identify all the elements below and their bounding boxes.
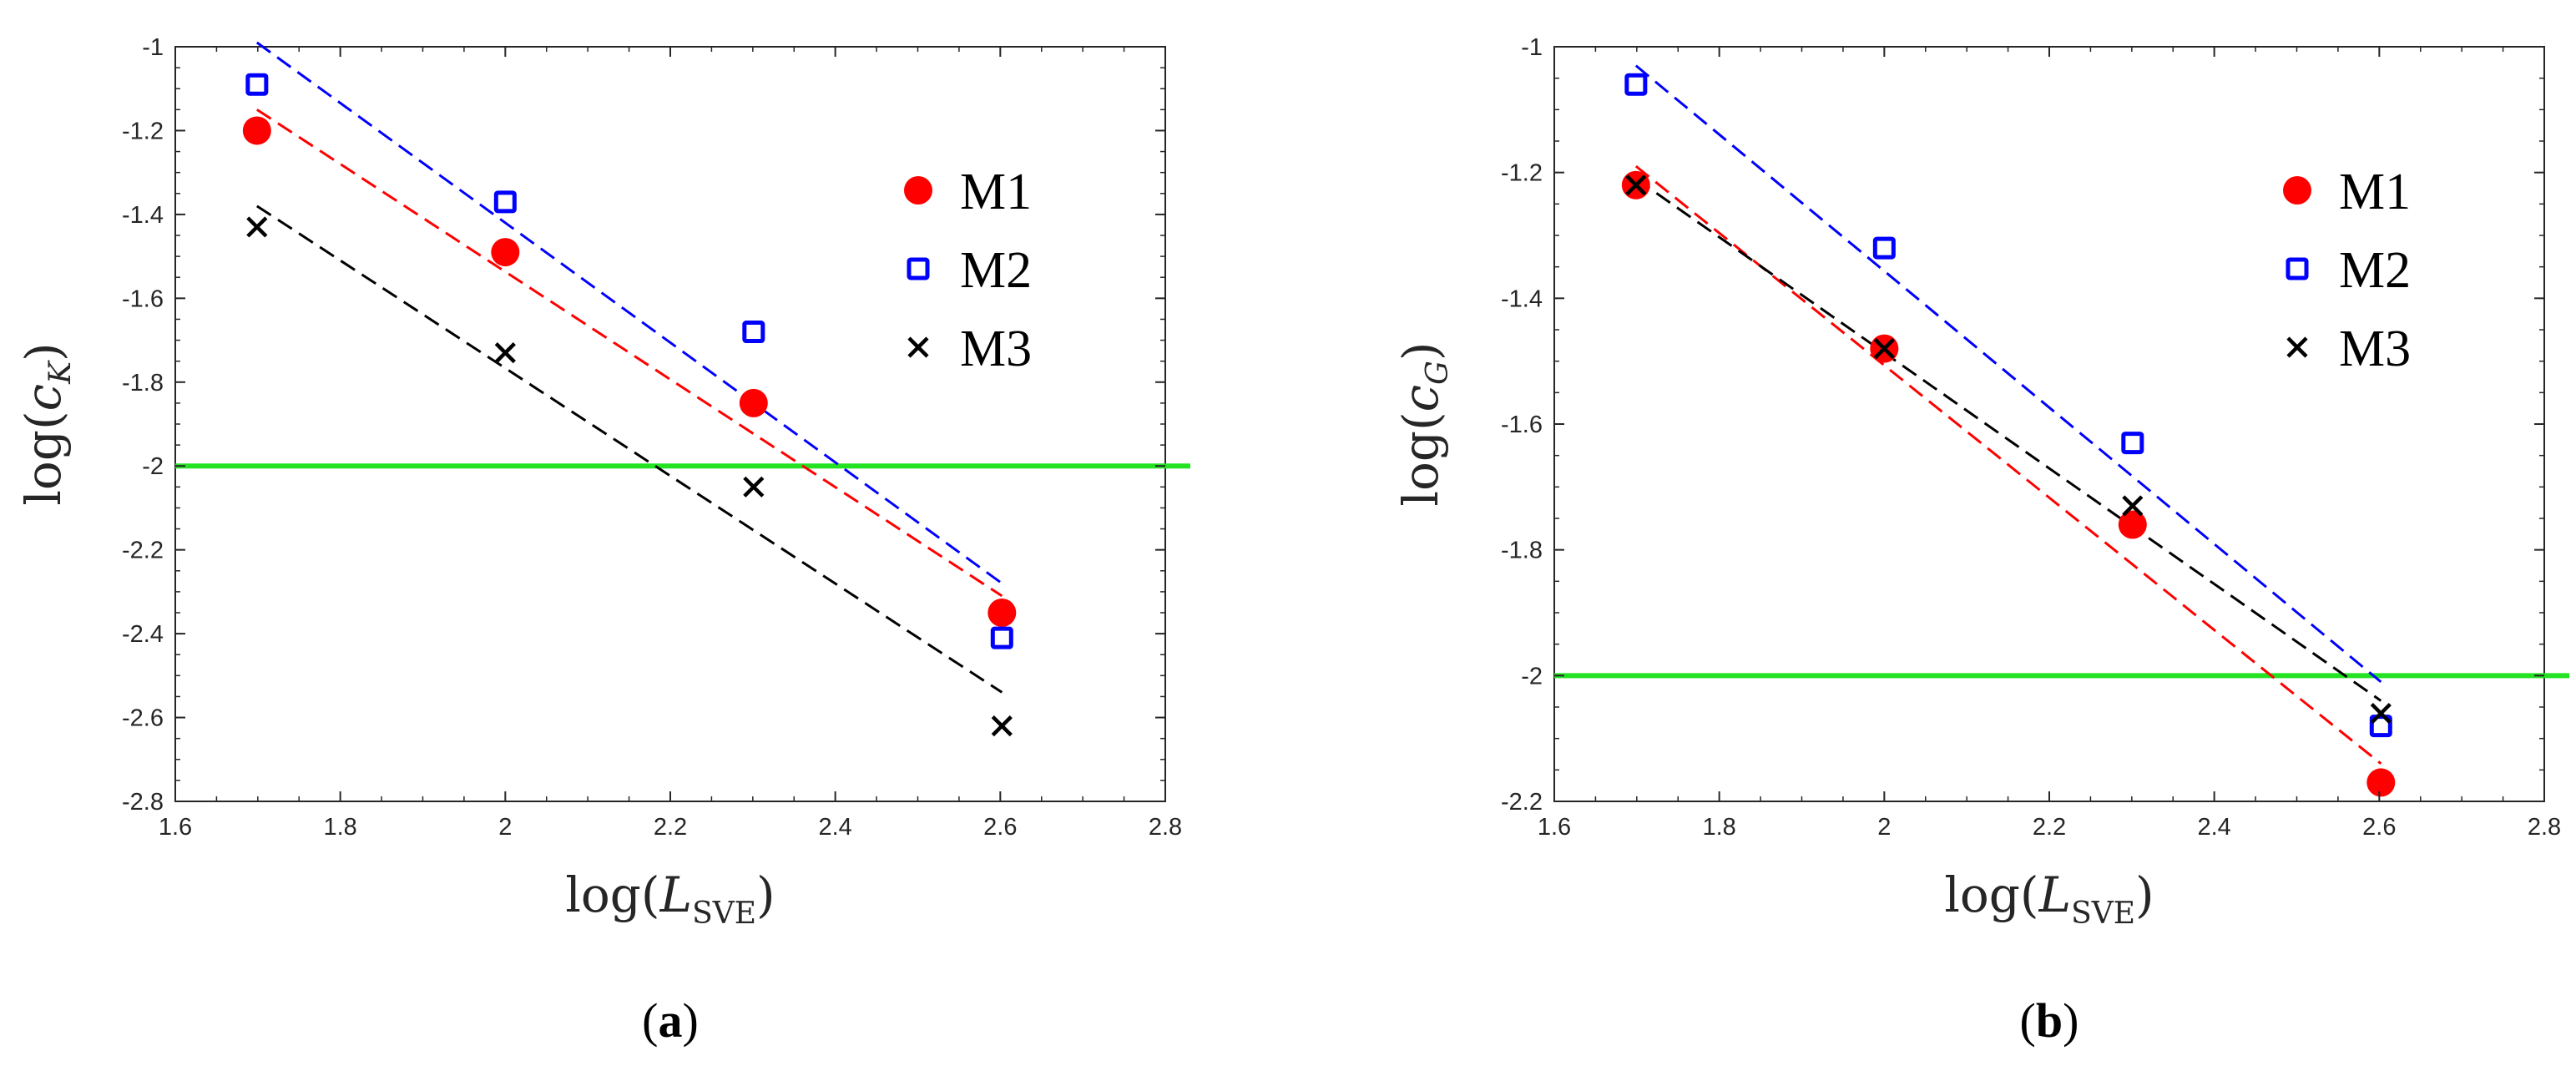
- p0-point-M1-2: [739, 388, 768, 417]
- p1-ytick-label-6: -2.2: [1501, 789, 1543, 816]
- y-axis-label-a: log(cK): [15, 342, 78, 505]
- p1-point-M3-3: [2370, 702, 2392, 725]
- p0-legend-marker-M3: [907, 336, 929, 358]
- p0-point-M2-3: [990, 626, 1013, 649]
- p1-point-M2-0: [1624, 73, 1648, 96]
- p1-point-M2-1: [1872, 236, 1896, 260]
- p0-xtick-label-4: 2.4: [819, 814, 852, 841]
- panel-a: 1.6 1.8 2 2.2 2.4 2.6 2.8 -1 -1.2 -1.4 -1.6 -1.8 -2 -…: [15, 34, 1190, 1048]
- p0-point-M2-0: [245, 73, 269, 96]
- p0-point-M2-2: [742, 321, 765, 344]
- p1-fit-line-M2: [1634, 64, 2382, 684]
- p0-legend-marker-M2: [907, 257, 930, 280]
- p0-fit-line-M1: [256, 109, 1003, 598]
- p0-ytick-label-3: -1.6: [122, 285, 164, 312]
- panel-caption-a: (a): [642, 993, 699, 1048]
- panel-caption-b: (b): [2020, 993, 2079, 1048]
- p0-ytick-label-5: -2: [142, 453, 164, 480]
- p0-xtick-label-5: 2.6: [983, 814, 1017, 841]
- p0-ytick-label-6: -2.2: [122, 538, 164, 564]
- p1-ytick-label-3: -1.6: [1501, 412, 1543, 438]
- p0-point-M3-2: [743, 476, 765, 498]
- panel-b: 1.6 1.8 2 2.2 2.4 2.6 2.8 -1 -1.2 -1.4 -1.6 -1.8 -2 -…: [1392, 34, 2569, 1048]
- p0-ytick-label-0: -1: [142, 34, 164, 61]
- p0-fit-line-M3: [256, 205, 1003, 694]
- x-axis-label-b: log(LSVE): [1944, 866, 2154, 931]
- p1-ytick-label-0: -1: [1521, 34, 1543, 61]
- p1-point-M1-3: [2366, 768, 2396, 797]
- p1-legend-label-M2: M2: [2339, 242, 2411, 299]
- p0-legend-label-M2: M2: [960, 242, 1032, 299]
- p0-point-M3-3: [991, 715, 1013, 737]
- p0-ytick-label-7: -2.4: [122, 621, 164, 648]
- p0-ytick-label-4: -1.8: [122, 370, 164, 397]
- p1-legend-marker-M1: [2283, 176, 2311, 205]
- p0-point-M1-0: [242, 116, 271, 145]
- plot-area-a: [174, 46, 1166, 802]
- p1-legend-marker-M2: [2286, 257, 2309, 280]
- p1-legend-marker-M3: [2286, 336, 2308, 358]
- p1-ytick-label-5: -2: [1521, 663, 1543, 690]
- p1-point-M2-2: [2121, 432, 2144, 455]
- p1-xtick-label-5: 2.6: [2362, 814, 2396, 841]
- x-axis-label-a: log(LSVE): [565, 866, 775, 931]
- plot-area-b: [1553, 46, 2545, 802]
- p1-xtick-label-2: 2: [1877, 814, 1891, 841]
- p0-xtick-label-2: 2: [498, 814, 512, 841]
- p0-xtick-label-0: 1.6: [159, 814, 192, 841]
- p1-xtick-label-6: 2.8: [2528, 814, 2561, 841]
- p1-point-M3-0: [1625, 174, 1647, 196]
- p0-point-M2-1: [493, 190, 517, 214]
- p0-point-M1-1: [491, 238, 520, 267]
- p1-legend-label-M1: M1: [2339, 164, 2411, 220]
- p1-point-M3-1: [1873, 338, 1895, 360]
- p1-xtick-label-0: 1.6: [1538, 814, 1571, 841]
- p1-ytick-label-2: -1.4: [1501, 285, 1543, 312]
- p0-point-M3-0: [246, 216, 268, 238]
- p1-point-M1-2: [2118, 510, 2147, 539]
- p1-xtick-label-4: 2.4: [2198, 814, 2231, 841]
- p1-ytick-label-4: -1.8: [1501, 538, 1543, 564]
- p0-point-M1-3: [987, 599, 1017, 627]
- p0-ytick-label-2: -1.4: [122, 202, 164, 229]
- p1-ytick-label-1: -1.2: [1501, 160, 1543, 187]
- p0-legend-marker-M1: [904, 176, 932, 205]
- p0-ytick-label-1: -1.2: [122, 118, 164, 144]
- p0-xtick-label-6: 2.8: [1149, 814, 1182, 841]
- p0-ytick-label-9: -2.8: [122, 789, 164, 816]
- p1-xtick-label-3: 2.2: [2033, 814, 2066, 841]
- y-axis-label-b: log(cG): [1392, 341, 1455, 506]
- p0-fit-line-M2: [255, 41, 1003, 585]
- p1-xtick-label-1: 1.8: [1703, 814, 1736, 841]
- p1-point-M2-3: [2369, 715, 2392, 738]
- p1-point-M3-2: [2122, 495, 2144, 517]
- p0-point-M3-1: [494, 342, 516, 364]
- p0-legend-label-M1: M1: [960, 164, 1032, 220]
- p0-legend-label-M3: M3: [960, 321, 1032, 377]
- p0-xtick-label-3: 2.2: [654, 814, 687, 841]
- p1-legend-label-M3: M3: [2339, 321, 2411, 377]
- p0-ytick-label-8: -2.6: [122, 705, 164, 732]
- p0-xtick-label-1: 1.8: [324, 814, 357, 841]
- p1-fit-line-M3: [1634, 177, 2382, 702]
